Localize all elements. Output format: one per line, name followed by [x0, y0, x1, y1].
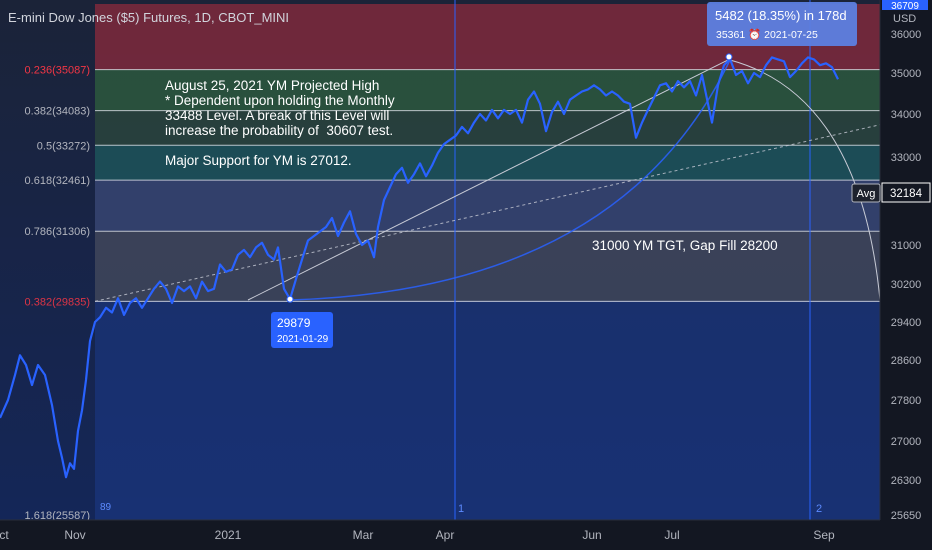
y-tick-3: 33000 [891, 152, 922, 164]
fib-label-5: 1.618(25587) [25, 510, 90, 522]
low-callout-date: 2021-01-29 [277, 334, 329, 345]
y-tick-9: 27800 [891, 395, 922, 407]
fib-zone-1 [95, 69, 880, 111]
target-note: 31000 YM TGT, Gap Fill 28200 [592, 238, 778, 253]
high-point-marker [725, 53, 733, 61]
x-tick-1: Nov [64, 528, 85, 542]
x-tick-6: Jul [664, 528, 679, 542]
fib-label-overlap: 0.382(29835) [25, 296, 90, 308]
vertical-marker-1: 1 [458, 503, 464, 515]
avg-value-box [881, 182, 931, 203]
y-tick-1: 35000 [891, 68, 922, 80]
y-tick-6: 30200 [891, 279, 922, 291]
avg-value: 32184 [890, 188, 923, 200]
x-tick-4: Apr [436, 528, 455, 542]
fib-zone-lower [95, 300, 880, 520]
high-callout-box [707, 2, 857, 46]
vertical-marker-2: 2 [816, 503, 822, 515]
low-point-marker [286, 295, 294, 303]
fib-zone-4 [95, 180, 880, 232]
y-axis-panel [880, 0, 932, 520]
top-price-tag [882, 0, 928, 10]
fib-label-4: 0.786(31306) [25, 226, 90, 238]
high-callout-value: 5482 (18.35%) in 178d [715, 8, 847, 23]
fib-label-3: 0.618(32461) [25, 175, 90, 187]
currency-label: USD [893, 13, 916, 25]
x-tick-5: Jun [582, 528, 601, 542]
high-callout-date: 35361 ⏰ 2021-07-25 [716, 28, 818, 41]
price-series-line [0, 56, 839, 479]
y-tick-5: 31000 [891, 240, 922, 252]
fib-label-1: 0.382(34083) [25, 106, 90, 118]
fib-label-0: 0.236(35087) [25, 65, 90, 77]
avg-tag [851, 183, 881, 203]
y-tick-11: 26300 [891, 475, 922, 487]
y-tick-2: 34000 [891, 109, 922, 121]
chart-title: E-mini Dow Jones ($5) Futures, 1D, CBOT_… [8, 10, 290, 25]
x-tick-2: 2021 [215, 528, 242, 542]
x-tick-0: ct [0, 528, 9, 542]
y-tick-12: 25650 [891, 510, 922, 522]
fib-zone-3 [95, 145, 880, 181]
y-tick-7: 29400 [891, 317, 922, 329]
main-note: August 25, 2021 YM Projected High * Depe… [165, 78, 395, 168]
y-tick-0: 36000 [891, 29, 922, 41]
x-tick-7: Sep [813, 528, 835, 542]
x-tick-3: Mar [353, 528, 374, 542]
y-tick-8: 28600 [891, 355, 922, 367]
fib-zone-5 [95, 231, 880, 302]
bottom-left-marker: 89 [100, 502, 112, 513]
low-callout-value: 29879 [277, 316, 311, 330]
avg-label: Avg [857, 188, 876, 200]
x-axis-panel [0, 520, 932, 550]
top-price-label: 36709 [891, 1, 919, 12]
y-tick-10: 27000 [891, 436, 922, 448]
arc-blue [289, 59, 731, 301]
trend-line [247, 58, 731, 301]
fib-label-2: 0.5(33272) [37, 140, 90, 152]
low-callout-box [271, 312, 333, 348]
